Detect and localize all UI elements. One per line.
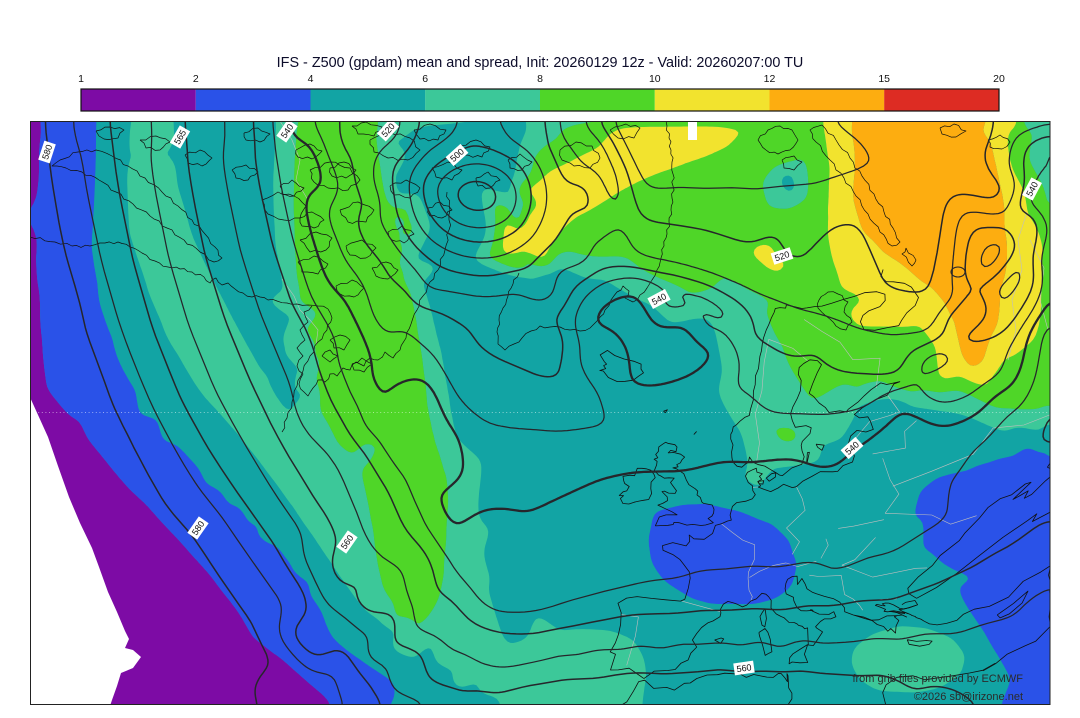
svg-text:©2026 sb@irizone.net: ©2026 sb@irizone.net: [914, 691, 1023, 703]
svg-text:520: 520: [773, 249, 790, 263]
svg-text:4: 4: [308, 73, 314, 85]
svg-text:10: 10: [649, 73, 661, 85]
svg-text:580: 580: [40, 143, 54, 160]
svg-text:20: 20: [993, 73, 1005, 85]
svg-text:12: 12: [764, 73, 776, 85]
svg-text:15: 15: [878, 73, 890, 85]
svg-text:6: 6: [422, 73, 428, 85]
svg-text:560: 560: [736, 662, 752, 674]
svg-text:from grib files provided by EC: from grib files provided by ECMWF: [852, 673, 1023, 685]
svg-text:8: 8: [537, 73, 543, 85]
svg-text:1: 1: [78, 73, 84, 85]
svg-text:2: 2: [193, 73, 199, 85]
svg-text:IFS - Z500 (gpdam) mean and sp: IFS - Z500 (gpdam) mean and spread, Init…: [277, 55, 804, 71]
